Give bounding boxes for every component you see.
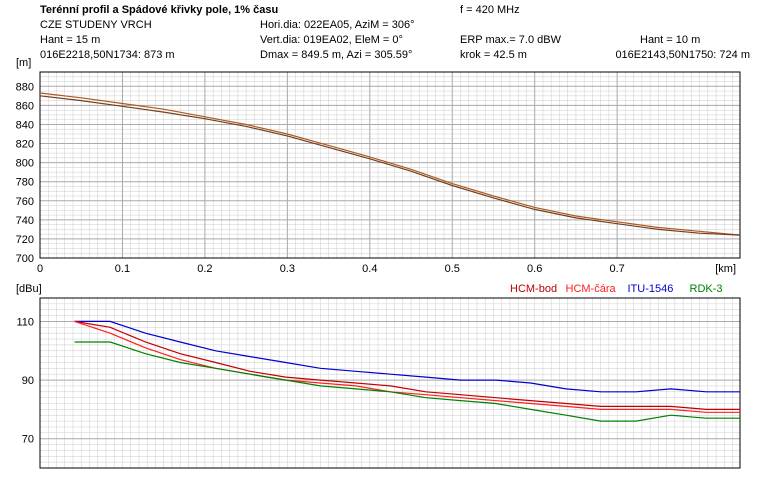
svg-text:0.5: 0.5 [445,263,460,275]
legend-hcmbod: HCM-bod [510,283,557,295]
svg-text:860: 860 [16,100,34,112]
svg-text:90: 90 [22,375,34,387]
svg-text:800: 800 [16,158,34,170]
svg-text:0.6: 0.6 [527,263,542,275]
svg-text:[dBu]: [dBu] [16,283,42,295]
legend-hcmline: HCM-čára [566,283,617,295]
series-HCM-čára [75,321,740,412]
svg-text:[km]: [km] [715,263,736,275]
svg-text:0: 0 [37,263,43,275]
svg-text:0.2: 0.2 [197,263,212,275]
series-HCM-bod [75,321,740,409]
svg-text:720: 720 [16,234,34,246]
svg-text:110: 110 [16,316,34,328]
svg-text:70: 70 [22,434,34,446]
svg-text:0.7: 0.7 [610,263,625,275]
svg-text:0.3: 0.3 [280,263,295,275]
svg-text:[m]: [m] [16,57,31,69]
svg-text:840: 840 [16,119,34,131]
charts-svg: 700 720 740 760 780 800 820 840 860 880 0 0.1 0.2 0.3… [0,0,758,502]
svg-text:0.1: 0.1 [115,263,130,275]
svg-text:760: 760 [16,196,34,208]
svg-text:780: 780 [16,177,34,189]
series-terrain2 [40,96,740,235]
legend-itu: ITU-1546 [628,283,674,295]
series-terrain1 [40,93,740,235]
svg-text:740: 740 [16,215,34,227]
svg-text:880: 880 [16,81,34,93]
svg-text:700: 700 [16,253,34,265]
svg-text:820: 820 [16,139,34,151]
legend-rdk: RDK-3 [690,283,723,295]
svg-text:0.4: 0.4 [362,263,377,275]
